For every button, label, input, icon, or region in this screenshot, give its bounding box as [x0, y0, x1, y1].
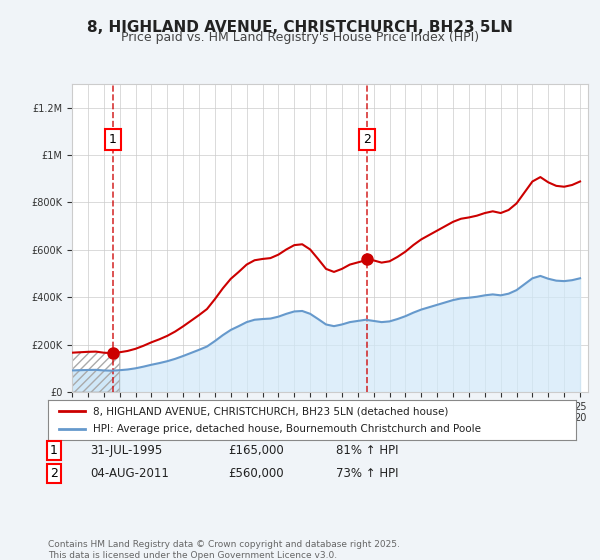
Text: 8, HIGHLAND AVENUE, CHRISTCHURCH, BH23 5LN (detached house): 8, HIGHLAND AVENUE, CHRISTCHURCH, BH23 5…: [93, 407, 448, 417]
Text: £165,000: £165,000: [228, 444, 284, 458]
Text: Price paid vs. HM Land Registry's House Price Index (HPI): Price paid vs. HM Land Registry's House …: [121, 31, 479, 44]
Text: 8, HIGHLAND AVENUE, CHRISTCHURCH, BH23 5LN: 8, HIGHLAND AVENUE, CHRISTCHURCH, BH23 5…: [87, 20, 513, 35]
Text: 04-AUG-2011: 04-AUG-2011: [90, 466, 169, 480]
Text: 1: 1: [109, 133, 117, 146]
Text: £560,000: £560,000: [228, 466, 284, 480]
Text: 2: 2: [50, 466, 58, 480]
Text: 2: 2: [363, 133, 371, 146]
Text: 73% ↑ HPI: 73% ↑ HPI: [336, 466, 398, 480]
Text: 1: 1: [50, 444, 58, 458]
Text: 81% ↑ HPI: 81% ↑ HPI: [336, 444, 398, 458]
Text: HPI: Average price, detached house, Bournemouth Christchurch and Poole: HPI: Average price, detached house, Bour…: [93, 423, 481, 433]
Text: 31-JUL-1995: 31-JUL-1995: [90, 444, 162, 458]
Text: Contains HM Land Registry data © Crown copyright and database right 2025.
This d: Contains HM Land Registry data © Crown c…: [48, 540, 400, 560]
